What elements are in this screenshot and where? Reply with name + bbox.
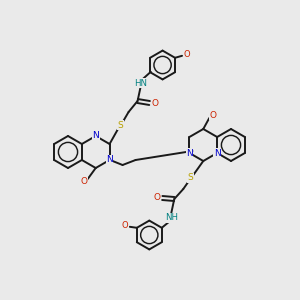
Text: HN: HN <box>134 79 147 88</box>
Text: N: N <box>186 148 193 158</box>
Text: N: N <box>106 155 113 164</box>
Text: NH: NH <box>165 214 178 223</box>
Text: O: O <box>80 178 87 187</box>
Text: S: S <box>188 173 193 182</box>
Text: O: O <box>154 193 161 202</box>
Text: O: O <box>151 98 158 107</box>
Text: N: N <box>92 131 99 140</box>
Text: O: O <box>122 221 128 230</box>
Text: O: O <box>210 110 217 119</box>
Text: S: S <box>118 121 123 130</box>
Text: N: N <box>214 148 220 158</box>
Text: O: O <box>184 50 190 59</box>
